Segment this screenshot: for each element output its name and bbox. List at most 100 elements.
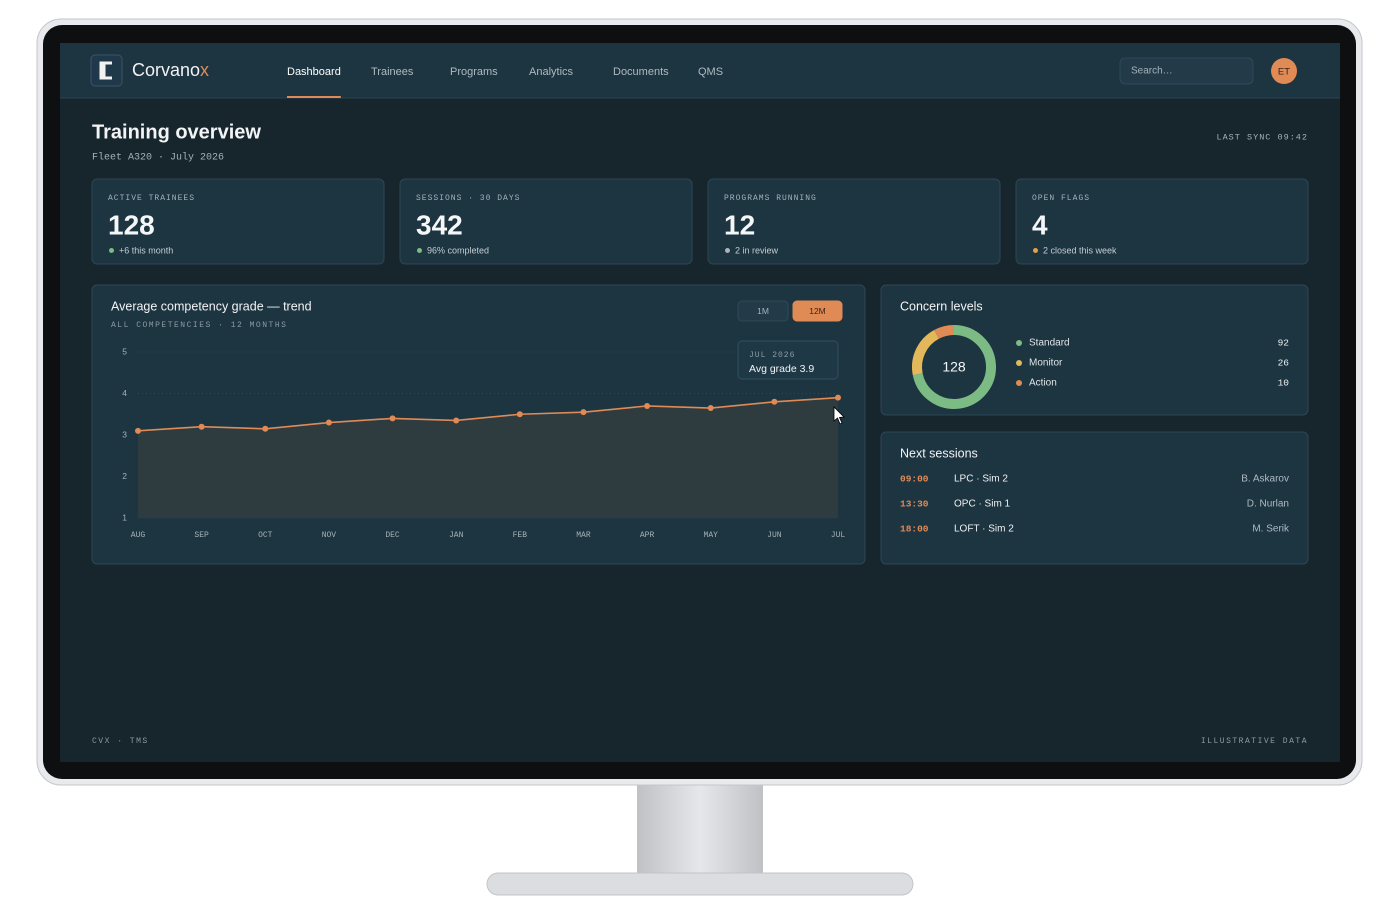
sessions-title: Next sessions	[900, 446, 978, 460]
point	[135, 427, 141, 434]
session-name: LPC · Sim 2	[954, 474, 1008, 485]
session-instructor: B. Askarov	[1241, 474, 1289, 485]
session-time: 18:00	[900, 524, 929, 535]
kpi-value: 12	[724, 209, 755, 240]
nav-item[interactable]: Documents	[613, 66, 669, 78]
sessions-card	[880, 431, 1309, 565]
session-time: 09:00	[900, 474, 929, 485]
y-tick-label: 3	[122, 429, 127, 439]
chart-title: Concern levels	[900, 299, 983, 313]
donut-segment	[934, 325, 955, 339]
kpi-label: SESSIONS · 30 DAYS	[416, 194, 520, 203]
kpi-card	[707, 178, 1001, 265]
legend-value: 92	[1278, 338, 1290, 349]
kpi-card	[91, 178, 385, 265]
legend-label: Monitor	[1029, 358, 1063, 369]
footer-left: CVX · TMS	[92, 737, 149, 746]
kpi-note: 96% completed	[427, 245, 489, 255]
range-button[interactable]	[737, 300, 789, 322]
kpi-status-dot	[1033, 248, 1038, 253]
x-tick-label: SEP	[194, 531, 209, 540]
range-button-label: 1M	[757, 306, 769, 316]
point	[516, 411, 523, 418]
search-box[interactable]	[1119, 57, 1254, 85]
x-tick-label: OCT	[258, 531, 273, 540]
chart-title: Average competency grade — trend	[111, 299, 312, 313]
avatar[interactable]	[1271, 58, 1297, 84]
kpi-note: 2 closed this week	[1043, 245, 1117, 255]
kpi-status-dot	[109, 248, 114, 253]
x-tick-label: FEB	[513, 531, 528, 540]
x-tick-label: JUN	[767, 531, 782, 540]
kpi-label: OPEN FLAGS	[1032, 194, 1090, 203]
stand-neck	[637, 782, 763, 876]
legend-value: 26	[1278, 358, 1290, 369]
legend-label: Standard	[1029, 338, 1070, 349]
brand-name: Corvano	[132, 60, 200, 80]
donut-segment	[912, 325, 996, 409]
footer-right: ILLUSTRATIVE DATA	[1201, 737, 1308, 746]
nav-item[interactable]: Programs	[450, 66, 498, 78]
session-instructor: D. Nurlan	[1247, 499, 1289, 510]
nav-item[interactable]: Trainees	[371, 66, 414, 78]
kpi-note: 2 in review	[735, 245, 779, 255]
kpi-label: PROGRAMS RUNNING	[724, 194, 817, 203]
line	[137, 396, 839, 432]
area	[138, 397, 838, 518]
tooltip-text: Avg grade 3.9	[749, 363, 814, 375]
session-instructor: M. Serik	[1252, 524, 1290, 535]
legend-label: Action	[1029, 378, 1057, 389]
kpi-card	[399, 178, 693, 265]
content: Dashboard Trainees Programs Analytics Docume…	[91, 66, 1309, 540]
kpi-value: 128	[108, 209, 155, 240]
legend-value: 10	[1278, 378, 1290, 389]
brand: Corvanox	[132, 60, 209, 80]
chart-subtitle: ALL COMPETENCIES · 12 MONTHS	[111, 321, 287, 330]
tooltip	[737, 340, 839, 380]
legend-dot	[1016, 380, 1022, 386]
stand-base	[486, 872, 914, 896]
session-name: LOFT · Sim 2	[954, 524, 1014, 535]
nav-item[interactable]: Dashboard	[287, 66, 341, 78]
kpi-status-dot	[725, 248, 730, 253]
page-subtitle: Fleet A320 · July 2026	[92, 152, 224, 164]
kpi-value: 4	[1032, 209, 1048, 240]
y-tick-label: 2	[122, 471, 127, 481]
kpi-label: ACTIVE TRAINEES	[108, 194, 195, 203]
x-tick-label: NOV	[322, 531, 337, 540]
cursor	[833, 406, 845, 425]
search-placeholder: Search…	[1131, 66, 1173, 77]
nav-active-underline	[287, 96, 341, 98]
point	[835, 394, 841, 401]
legend-dot	[1016, 360, 1022, 366]
logo-glyph	[99, 61, 112, 80]
brand-accent: x	[200, 60, 209, 80]
x-tick-label: MAR	[576, 531, 591, 540]
avatar-initials: ET	[1278, 67, 1290, 78]
nav-item[interactable]: Analytics	[529, 66, 574, 78]
kpi-value: 342	[416, 209, 463, 240]
y-tick-label: 5	[122, 346, 127, 356]
point	[453, 417, 460, 424]
page-title: Training overview	[92, 121, 261, 143]
session-time: 13:30	[900, 499, 929, 510]
nav-item[interactable]: QMS	[698, 66, 723, 78]
x-tick-label: APR	[640, 531, 655, 540]
range-button[interactable]	[792, 300, 843, 322]
x-tick-label: JUL	[831, 531, 846, 540]
point	[262, 425, 269, 432]
donut-segment	[912, 329, 940, 376]
last-sync: LAST SYNC 09:42	[1216, 132, 1308, 142]
legend-dot	[1016, 340, 1022, 346]
kpi-card	[1015, 178, 1309, 265]
logo-icon	[90, 54, 123, 87]
x-tick-label: AUG	[131, 531, 146, 540]
range-button-label: 12M	[809, 306, 826, 316]
point	[707, 405, 714, 412]
point	[771, 398, 778, 405]
point	[325, 419, 332, 426]
tooltip-title: JUL 2026	[749, 351, 795, 360]
point	[198, 423, 205, 430]
